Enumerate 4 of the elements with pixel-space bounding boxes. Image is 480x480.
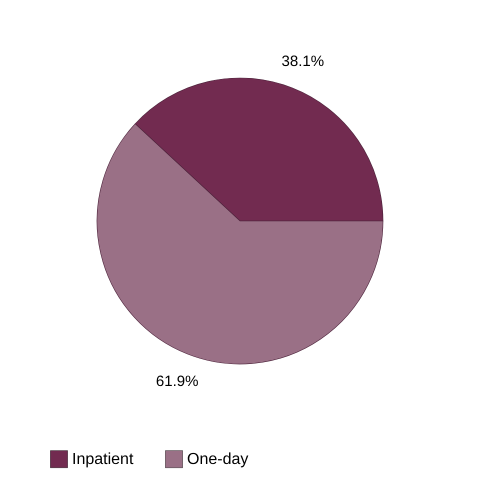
data-label: 38.1%	[282, 52, 324, 70]
data-label: 61.9%	[156, 373, 198, 390]
legend-label: One-day	[187, 451, 248, 468]
legend-label: Inpatient	[72, 451, 134, 468]
